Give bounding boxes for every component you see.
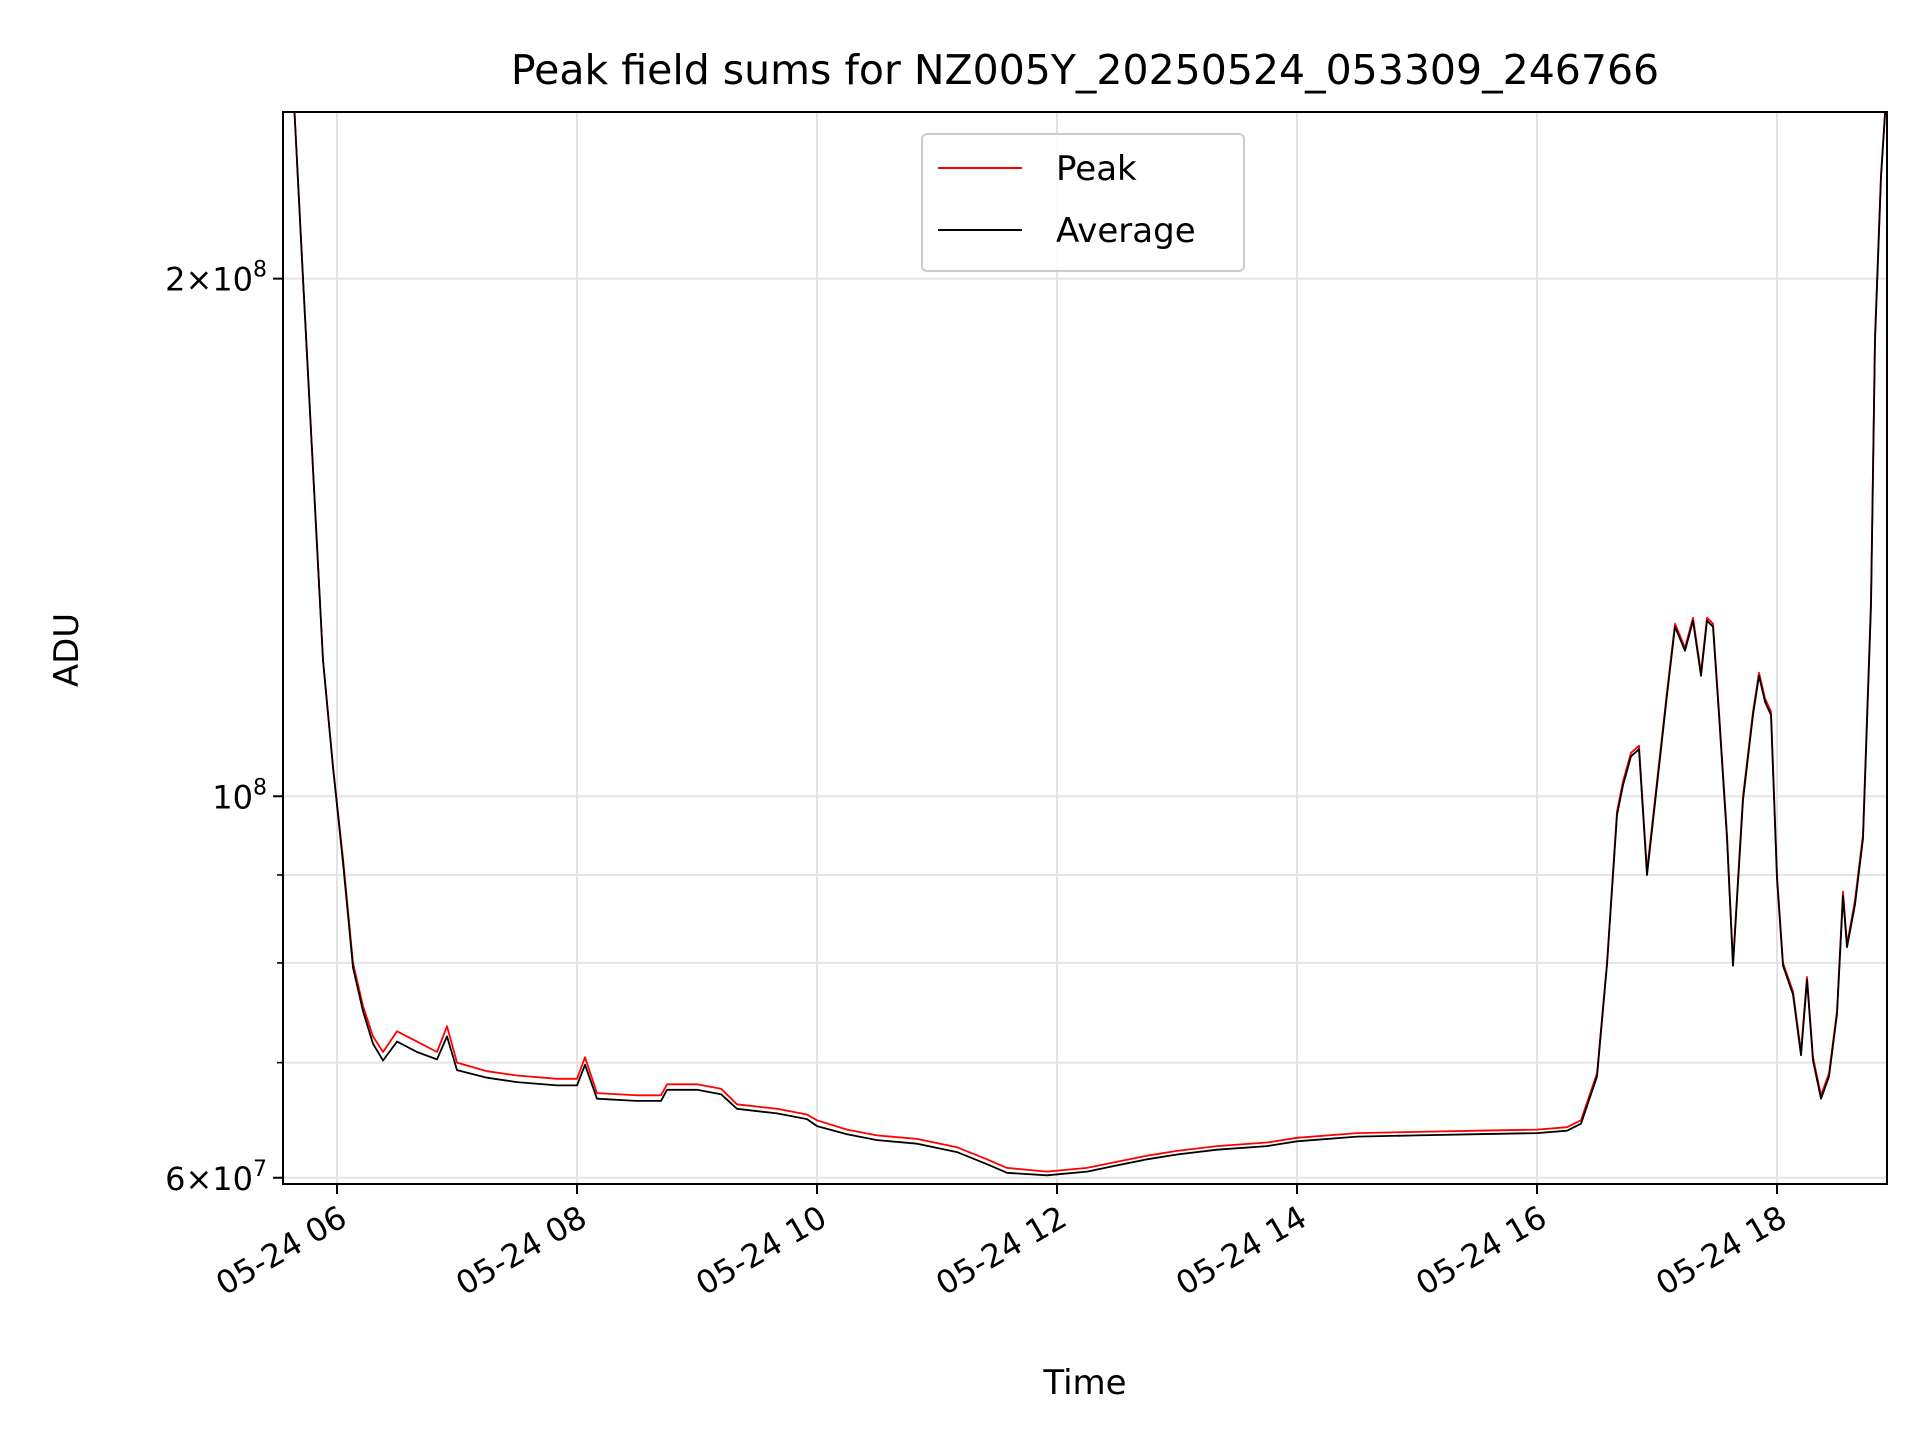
plot-frame	[282, 111, 1888, 1185]
y-tick-label: 108	[212, 775, 267, 816]
series-line-average	[293, 112, 1887, 1177]
y-axis-title: ADU	[47, 613, 87, 687]
legend-label-peak: Peak	[1056, 149, 1137, 189]
grid	[283, 112, 1887, 1184]
chart-title: Peak field sums for NZ005Y_20250524_0533…	[511, 46, 1659, 94]
y-tick-label: 6×107	[165, 1157, 267, 1198]
series-line-peak	[293, 112, 1886, 1173]
y-axis: 108 2×108 6×107	[165, 258, 283, 1198]
series-layer	[293, 112, 1887, 1177]
y-tick-label: 2×108	[165, 258, 267, 299]
legend: Peak Average	[921, 133, 1245, 272]
x-axis-title: Time	[1042, 1363, 1126, 1403]
legend-label-average: Average	[1056, 211, 1196, 251]
